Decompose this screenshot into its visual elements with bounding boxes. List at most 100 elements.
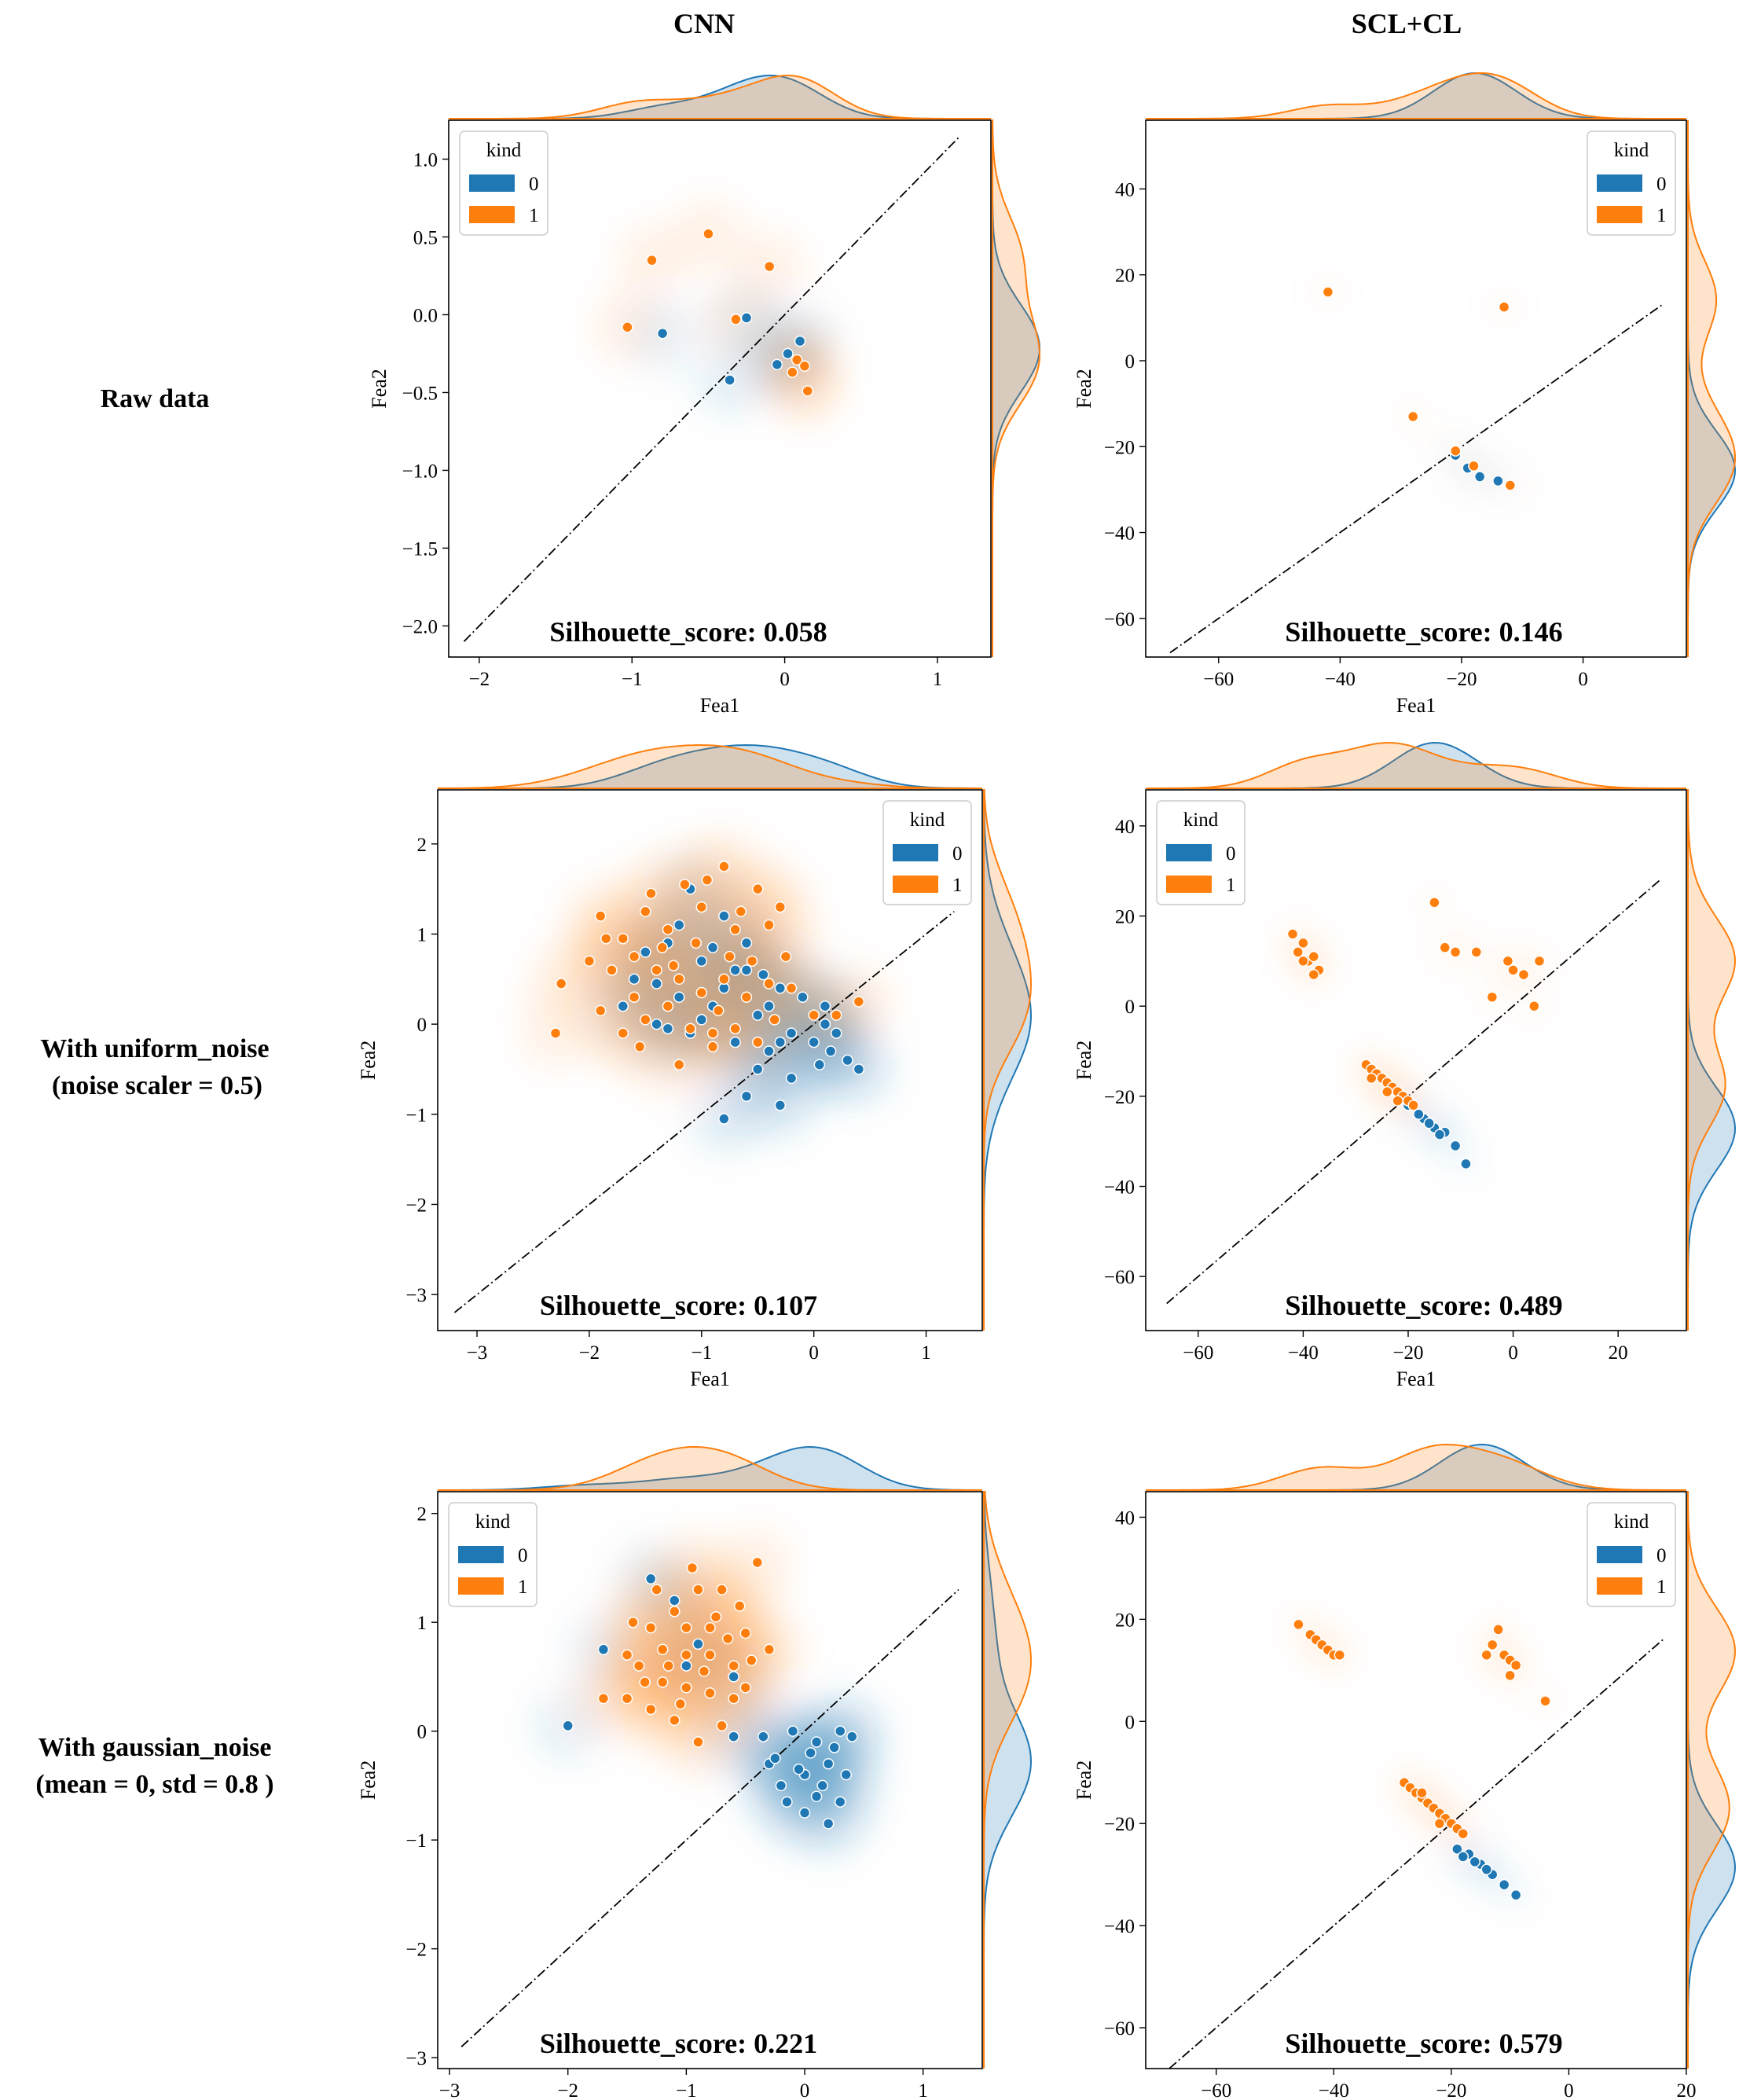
point-class-1	[1480, 1649, 1492, 1661]
point-class-1	[730, 314, 742, 325]
point-class-1	[674, 1698, 687, 1710]
point-class-1	[1308, 968, 1319, 981]
point-class-1	[716, 1584, 728, 1595]
point-class-1	[1381, 1085, 1393, 1098]
point-class-1	[681, 1682, 692, 1694]
point-class-0	[751, 1063, 764, 1075]
point-class-0	[1510, 1889, 1522, 1901]
legend-swatch-0	[458, 1546, 504, 1563]
point-class-1	[735, 905, 747, 918]
point-class-1	[606, 964, 618, 976]
legend-title: kind	[475, 1511, 511, 1533]
x-tick-label: −40	[1319, 2080, 1349, 2100]
density-contours	[1316, 281, 1521, 497]
point-class-0	[782, 347, 794, 360]
row-label-gaussian-line1: With gaussian_noise	[39, 1733, 272, 1762]
density-contours	[1282, 891, 1550, 1175]
point-class-0	[1457, 1851, 1469, 1863]
y-axis-label: Fea2	[1073, 1760, 1095, 1801]
x-tick-label: 1	[933, 669, 943, 690]
point-class-0	[828, 1742, 840, 1753]
y-tick-label: −0.5	[402, 383, 438, 404]
point-class-0	[774, 982, 787, 994]
point-class-1	[830, 1009, 842, 1021]
point-class-1	[633, 1660, 645, 1672]
point-class-1	[746, 955, 758, 967]
legend-swatch-1	[1597, 1577, 1642, 1595]
y-tick-label: 0.5	[413, 227, 438, 248]
point-class-1	[669, 1606, 681, 1617]
y-tick-label: −1.5	[402, 538, 438, 560]
legend-label-1: 1	[1656, 205, 1667, 226]
x-tick-label: −3	[439, 2080, 460, 2100]
point-class-1	[673, 1059, 685, 1070]
point-class-0	[771, 358, 783, 371]
point-class-1	[679, 879, 691, 890]
row-label-uniform-line1: With uniform_noise	[40, 1034, 269, 1063]
row-label-gaussian-line2: (mean = 0, std = 0.8 )	[35, 1770, 273, 1799]
x-axis-label: Fea1	[700, 694, 740, 717]
plot-frame	[448, 119, 992, 658]
point-class-1	[628, 950, 640, 963]
y-tick-label: 40	[1115, 179, 1135, 200]
plot-frame	[437, 1491, 983, 2069]
point-class-0	[774, 1100, 787, 1111]
point-class-0	[740, 1090, 753, 1103]
point-class-1	[656, 1676, 669, 1688]
legend-label-1: 1	[529, 205, 539, 226]
x-tick-label: −1	[691, 1342, 712, 1364]
point-class-1	[1407, 410, 1419, 423]
point-class-0	[797, 991, 809, 1003]
point-class-1	[695, 901, 708, 913]
x-tick-label: 1	[918, 2080, 928, 2100]
point-class-0	[846, 1731, 858, 1742]
point-class-1	[718, 861, 730, 872]
point-class-1	[594, 1004, 607, 1017]
point-class-0	[695, 1014, 708, 1026]
point-class-0	[1451, 1843, 1463, 1855]
point-class-1	[1507, 964, 1519, 976]
point-class-1	[853, 996, 865, 1008]
panel-2: −60 −40 −20 0 40 20 0 −20 −40 −60 Fea1 Fea2 kind 0 1 Si…	[1073, 72, 1737, 717]
point-class-1	[733, 1600, 746, 1612]
legend-swatch-0	[1597, 174, 1642, 192]
point-class-1	[739, 1627, 751, 1639]
y-axis-label: Fea2	[1073, 1041, 1095, 1081]
x-tick-label: 20	[1609, 1342, 1628, 1364]
point-class-0	[763, 1045, 775, 1057]
legend-swatch-1	[469, 206, 515, 223]
point-class-0	[798, 1807, 811, 1819]
marginal-top-class-1	[1146, 741, 1686, 789]
x-axis-label: Fea1	[690, 1368, 730, 1390]
point-class-0	[774, 1036, 787, 1048]
point-class-0	[1492, 475, 1504, 487]
point-class-0	[840, 1768, 852, 1781]
y-tick-label: 0	[1125, 997, 1135, 1018]
legend-title: kind	[486, 140, 522, 161]
y-tick-label: −2	[405, 1940, 427, 1961]
point-class-1	[639, 1676, 651, 1688]
x-tick-label: −20	[1446, 669, 1477, 690]
point-class-0	[724, 374, 736, 386]
marginal-right-class-1	[1687, 789, 1737, 1331]
x-tick-label: −60	[1183, 1342, 1213, 1364]
point-class-1	[686, 1562, 699, 1574]
point-class-0	[628, 973, 640, 986]
point-class-0	[617, 1000, 629, 1012]
legend-title: kind	[1183, 810, 1219, 831]
point-class-0	[740, 937, 753, 949]
legend-swatch-1	[1166, 876, 1212, 893]
x-tick-label: 0	[1578, 669, 1588, 690]
point-class-1	[798, 360, 811, 373]
point-class-1	[692, 1736, 704, 1748]
point-class-1	[1322, 286, 1334, 298]
marginal-right-class-1	[992, 119, 1040, 657]
point-class-1	[662, 923, 674, 935]
y-tick-label: 2	[417, 835, 427, 856]
point-class-0	[758, 968, 769, 981]
point-class-1	[1492, 1624, 1504, 1636]
legend-swatch-0	[893, 844, 938, 861]
point-class-1	[621, 1692, 633, 1705]
point-class-1	[1486, 991, 1499, 1003]
point-class-0	[813, 1059, 826, 1070]
